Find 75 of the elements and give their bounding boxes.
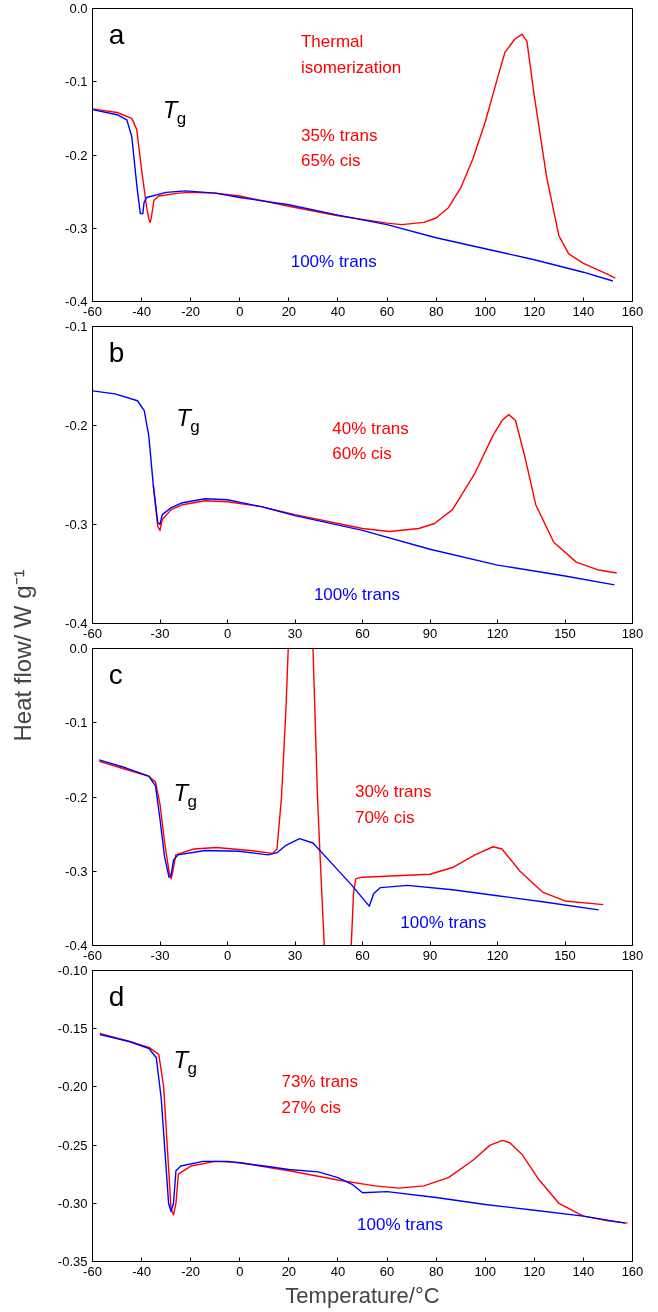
x-tick-label: 120 [523,303,546,319]
x-tick-label: 0 [236,1263,244,1279]
y-tick-label: -0.25 [57,1137,88,1153]
y-tick-label: -0.10 [57,963,88,978]
y-tick-label: -0.30 [57,1195,88,1211]
x-tick-label: 30 [287,625,303,641]
x-tick-label: 120 [486,947,509,963]
annotation: b [108,336,125,368]
x-tick-label: 40 [330,1263,346,1279]
x-axis-title: Temperature/°C [285,1282,440,1308]
x-tick-label: 140 [572,303,595,319]
y-tick-label: -0.35 [57,1254,88,1269]
x-tick-label: 20 [281,1263,297,1279]
x-tick-label: 0 [223,625,232,641]
x-tick-label: 150 [554,947,576,963]
annotation: c [108,658,123,690]
annotation: a [108,18,125,50]
x-tick-label: 160 [621,1263,644,1279]
x-tick-label: 120 [523,1263,546,1279]
x-tick-label: 180 [621,625,644,641]
y-tick-label: -0.4 [65,938,88,953]
x-tick-label: 0 [236,303,244,319]
y-tick-label: -0.3 [65,863,88,879]
x-tick-label: 0 [223,947,232,963]
y-tick-label: -0.1 [65,319,88,334]
x-tick-label: 160 [621,303,644,319]
x-tick-label: 40 [330,303,346,319]
annotation: d [108,980,125,1012]
x-tick-label: 20 [281,303,297,319]
text: 30% trans 70% cis [354,782,432,827]
text: 100% trans [313,584,400,604]
y-tick-label: -0.4 [65,294,88,309]
x-tick-label: 80 [428,303,444,319]
y-tick-label: -0.4 [65,616,88,631]
x-tick-label: 90 [422,625,438,641]
x-tick-label: -20 [181,1263,201,1279]
line-series [98,759,600,911]
annotation: Thermal isomerization [300,31,402,77]
text: 73% trans 27% cis [281,1072,359,1117]
y-tick-label: -0.2 [65,418,88,433]
y-tick-label: 0.0 [69,641,88,656]
series-label: 100% trans [290,251,377,271]
y-axis-title: Heat flow/ W g⁻¹ [9,569,36,742]
y-tick-label: -0.3 [65,517,88,532]
x-tick-label: 90 [422,947,438,963]
x-tick-label: 60 [379,1263,395,1279]
series-label: 100% trans [400,912,487,932]
y-tick-label: -0.1 [65,74,88,90]
x-tick-label: -40 [132,303,151,319]
x-tick-label: 60 [379,303,395,319]
y-tick-label: -0.20 [57,1079,88,1095]
x-tick-label: -40 [132,1263,151,1279]
x-tick-label: 140 [572,1263,595,1279]
y-tick-label: 0.0 [69,1,88,16]
x-tick-label: -20 [181,303,201,319]
y-tick-label: -0.2 [65,147,88,163]
x-tick-label: 60 [355,625,370,641]
y-tick-label: -0.1 [65,715,88,731]
x-tick-label: 180 [621,947,644,963]
x-tick-label: 120 [486,625,509,641]
y-tick-label: -0.3 [65,220,88,236]
x-tick-label: 150 [554,625,576,641]
x-tick-label: 30 [287,947,303,963]
text: 35% trans 65% cis [300,125,378,171]
x-tick-label: -30 [150,625,170,641]
text: 40% trans 60% cis [332,418,409,464]
x-tick-label: 80 [428,1263,444,1279]
x-tick-label: 60 [355,947,370,963]
y-tick-label: -0.2 [65,789,88,805]
y-tick-label: -0.15 [57,1021,88,1037]
x-tick-label: 100 [474,1263,497,1279]
x-tick-label: -30 [150,947,170,963]
line-series [92,390,616,586]
series-label: 100% trans [357,1214,444,1234]
x-tick-label: 100 [474,303,497,319]
